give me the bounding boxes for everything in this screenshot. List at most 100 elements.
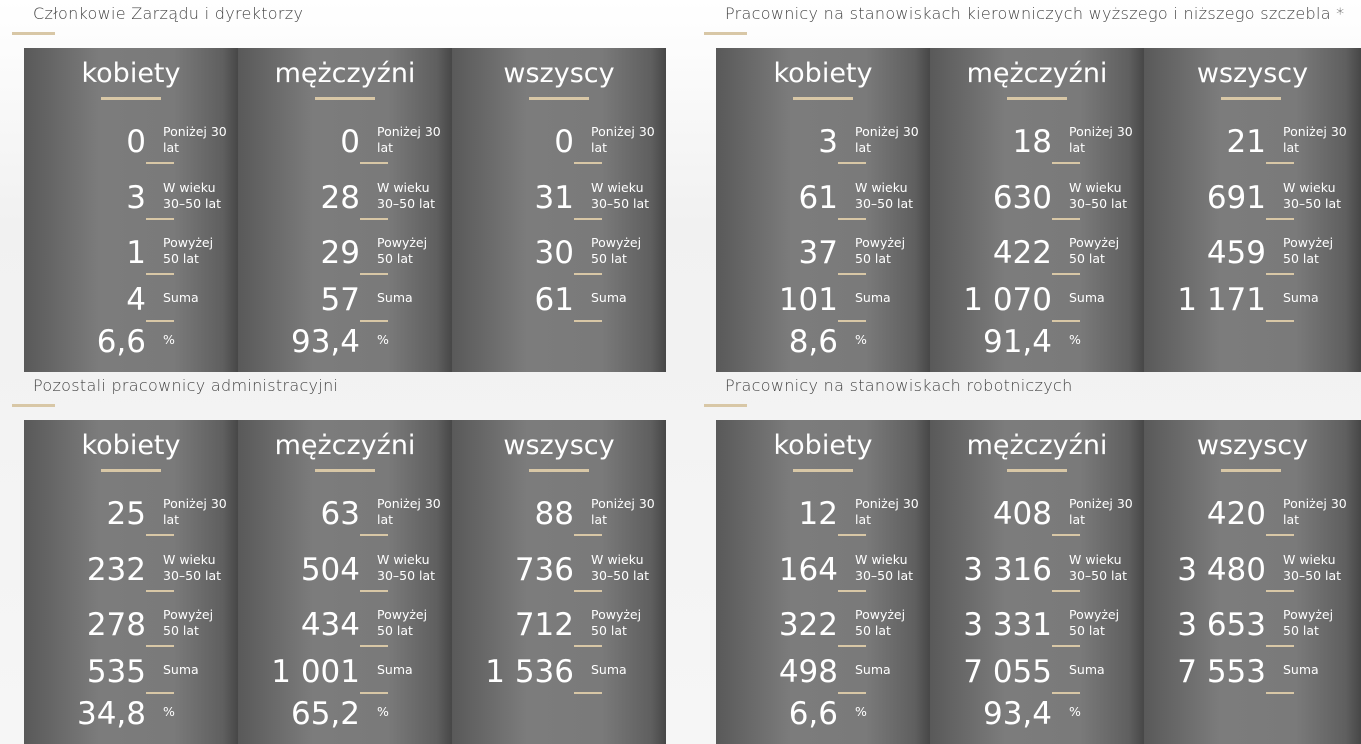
value-underline: [574, 273, 602, 275]
value-underline: [1052, 273, 1080, 275]
cell-label: %: [163, 704, 175, 719]
column: mężczyźni 408 Poniżej 30 lat 3 316 W wieku 3…: [930, 420, 1144, 744]
cell-value: 65,2: [290, 696, 360, 732]
cell-label: Suma: [1283, 662, 1319, 677]
column-header: wszyscy: [1196, 430, 1309, 461]
cell-value: 736: [514, 552, 574, 588]
value-underline: [838, 320, 866, 322]
cell-label: W wieku 30–50 lat: [591, 552, 650, 583]
cell-value: 101: [778, 282, 838, 318]
cell-value: 21: [1226, 124, 1266, 160]
cell-value: 1 171: [1177, 282, 1266, 318]
cell-value: 434: [300, 607, 360, 643]
value-underline: [360, 645, 388, 647]
value-underline: [838, 534, 866, 536]
value-underline: [1266, 320, 1294, 322]
value-underline: [360, 692, 388, 694]
cell-label: Poniżej 30 lat: [591, 124, 655, 155]
column-header: wszyscy: [503, 430, 615, 461]
cell-value: 712: [514, 607, 574, 643]
column: mężczyźni 18 Poniżej 30 lat 630 W wieku 30–5…: [930, 48, 1144, 372]
cell-value: 0: [554, 124, 574, 160]
cell-label: Poniżej 30 lat: [855, 496, 919, 527]
cell-value: 422: [992, 235, 1052, 271]
cell-label: W wieku 30–50 lat: [855, 180, 914, 211]
value-underline: [146, 273, 174, 275]
cell-value: 1: [126, 235, 146, 271]
value-underline: [146, 534, 174, 536]
cell-value: 3 653: [1177, 607, 1266, 643]
cell-value: 91,4: [982, 324, 1052, 360]
header-underline: [315, 469, 375, 472]
cell-label: Suma: [163, 290, 199, 305]
cell-label: Poniżej 30 lat: [377, 496, 441, 527]
cell-value: 31: [534, 180, 574, 216]
cell-value: 57: [320, 282, 360, 318]
panel-title: Pracownicy na stanowiskach kierowniczych…: [725, 4, 1345, 23]
value-underline: [360, 590, 388, 592]
header-underline: [529, 97, 589, 100]
cell-label: Suma: [1069, 662, 1105, 677]
cell-label: Powyżej 50 lat: [591, 235, 642, 266]
cell-value: 61: [798, 180, 838, 216]
panel-box: kobiety 25 Poniżej 30 lat 232 W wieku 30–50 …: [24, 420, 666, 744]
cell-value: 232: [86, 552, 146, 588]
column-header: mężczyźni: [966, 58, 1108, 89]
value-underline: [360, 162, 388, 164]
value-underline: [146, 218, 174, 220]
cell-value: 3 316: [963, 552, 1052, 588]
value-underline: [574, 534, 602, 536]
value-underline: [574, 645, 602, 647]
cell-label: W wieku 30–50 lat: [377, 180, 436, 211]
value-underline: [574, 590, 602, 592]
value-underline: [1052, 590, 1080, 592]
cell-value: 322: [778, 607, 838, 643]
value-underline: [1052, 218, 1080, 220]
cell-label: Suma: [1283, 290, 1319, 305]
cell-value: 0: [126, 124, 146, 160]
value-underline: [1266, 534, 1294, 536]
value-underline: [1052, 692, 1080, 694]
value-underline: [146, 162, 174, 164]
header-underline: [1007, 469, 1067, 472]
value-underline: [360, 273, 388, 275]
header-underline: [101, 469, 161, 472]
cell-label: Poniżej 30 lat: [163, 496, 227, 527]
cell-value: 535: [86, 654, 146, 690]
cell-value: 164: [778, 552, 838, 588]
cell-label: Powyżej 50 lat: [1069, 235, 1120, 266]
cell-value: 63: [320, 496, 360, 532]
title-underline: [12, 404, 55, 407]
cell-label: Suma: [377, 290, 413, 305]
column: mężczyźni 0 Poniżej 30 lat 28 W wieku 30–50 …: [238, 48, 452, 372]
value-underline: [1052, 645, 1080, 647]
panel-box: kobiety 3 Poniżej 30 lat 61 W wieku 30–50 la…: [716, 48, 1361, 372]
cell-value: 504: [300, 552, 360, 588]
cell-label: Powyżej 50 lat: [855, 607, 906, 638]
column-header: kobiety: [773, 430, 873, 461]
cell-label: Powyżej 50 lat: [591, 607, 642, 638]
column-header: mężczyźni: [274, 58, 416, 89]
cell-label: %: [1069, 332, 1081, 347]
cell-label: Poniżej 30 lat: [1283, 124, 1347, 155]
cell-label: Suma: [591, 290, 627, 305]
header-underline: [101, 97, 161, 100]
panel-title: Pracownicy na stanowiskach robotniczych: [725, 376, 1073, 395]
column-header: wszyscy: [503, 58, 615, 89]
column-header: kobiety: [773, 58, 873, 89]
cell-label: W wieku 30–50 lat: [1069, 552, 1128, 583]
header-underline: [1221, 469, 1281, 472]
column: wszyscy 21 Poniżej 30 lat 691 W wieku 30–50 …: [1144, 48, 1361, 372]
value-underline: [146, 645, 174, 647]
cell-label: Powyżej 50 lat: [1069, 607, 1120, 638]
value-underline: [1266, 273, 1294, 275]
cell-label: %: [377, 704, 389, 719]
header-underline: [1221, 97, 1281, 100]
cell-label: Poniżej 30 lat: [1283, 496, 1347, 527]
cell-label: %: [855, 332, 867, 347]
title-underline: [704, 32, 747, 35]
column: kobiety 25 Poniżej 30 lat 232 W wieku 30–50 …: [24, 420, 238, 744]
column: kobiety 0 Poniżej 30 lat 3 W wieku 30–50 lat…: [24, 48, 238, 372]
value-underline: [360, 218, 388, 220]
